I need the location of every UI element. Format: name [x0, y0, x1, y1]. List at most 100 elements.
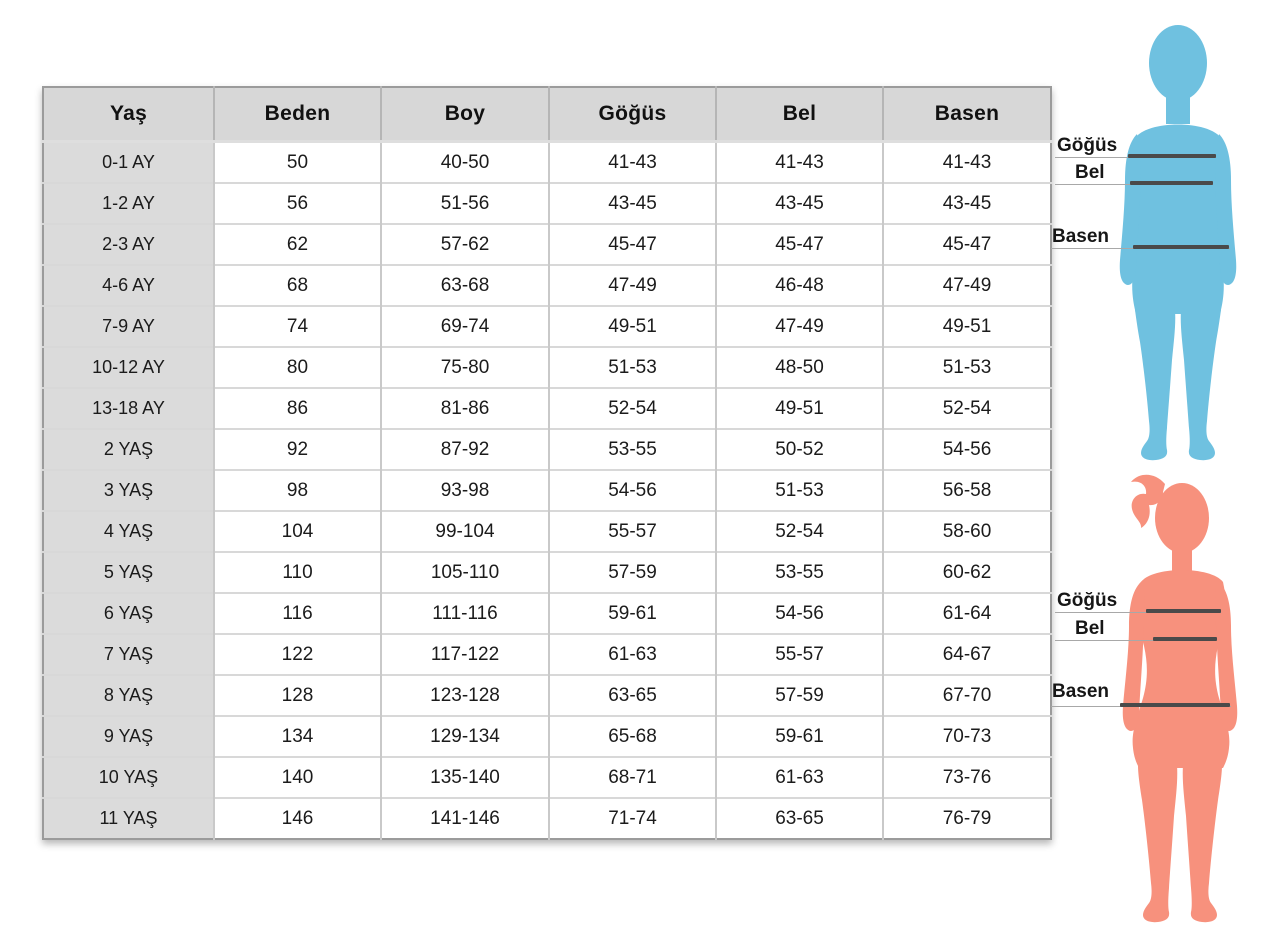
table-row: 7-9 AY 74 69-74 49-51 47-49 49-51: [43, 305, 1051, 347]
age-cell: 10-12 AY: [43, 346, 215, 388]
value-cell: 134: [214, 715, 382, 757]
value-cell: 76-79: [883, 797, 1051, 839]
value-cell: 104: [214, 510, 382, 552]
girl-waist-measure-line: [1153, 637, 1217, 641]
value-cell: 67-70: [883, 674, 1051, 716]
table-row: 5 YAŞ 110 105-110 57-59 53-55 60-62: [43, 551, 1051, 593]
boy-chest-measure-line: [1128, 154, 1216, 158]
age-cell: 6 YAŞ: [43, 592, 215, 634]
value-cell: 86: [214, 387, 382, 429]
value-cell: 56: [214, 182, 382, 224]
girl-hip-measure-line: [1120, 703, 1230, 707]
value-cell: 111-116: [381, 592, 550, 634]
table-row: 10 YAŞ 140 135-140 68-71 61-63 73-76: [43, 756, 1051, 798]
age-cell: 1-2 AY: [43, 182, 215, 224]
age-cell: 7 YAŞ: [43, 633, 215, 675]
value-cell: 50-52: [716, 428, 884, 470]
value-cell: 92: [214, 428, 382, 470]
value-cell: 41-43: [883, 140, 1051, 183]
value-cell: 45-47: [716, 223, 884, 265]
age-cell: 5 YAŞ: [43, 551, 215, 593]
column-header-size: Beden: [214, 87, 382, 143]
girl-hip-label: Basen: [1052, 681, 1110, 702]
table-row: 9 YAŞ 134 129-134 65-68 59-61 70-73: [43, 715, 1051, 757]
age-cell: 11 YAŞ: [43, 797, 215, 839]
value-cell: 54-56: [716, 592, 884, 634]
value-cell: 80: [214, 346, 382, 388]
value-cell: 43-45: [716, 182, 884, 224]
girl-chest-label: Göğüs: [1057, 590, 1118, 611]
value-cell: 110: [214, 551, 382, 593]
boy-hip-label: Basen: [1052, 226, 1110, 247]
girl-chest-guide-line: [1055, 612, 1221, 613]
boy-waist-measure-line: [1130, 181, 1213, 185]
value-cell: 74: [214, 305, 382, 347]
value-cell: 45-47: [883, 223, 1051, 265]
value-cell: 68: [214, 264, 382, 306]
age-cell: 10 YAŞ: [43, 756, 215, 798]
girl-figure-shape: [1122, 474, 1238, 923]
value-cell: 87-92: [381, 428, 550, 470]
column-header-height: Boy: [381, 87, 550, 143]
value-cell: 123-128: [381, 674, 550, 716]
value-cell: 60-62: [883, 551, 1051, 593]
header-row: Yaş Beden Boy Göğüs Bel Basen: [43, 87, 1051, 143]
value-cell: 57-59: [549, 551, 717, 593]
value-cell: 50: [214, 140, 382, 183]
value-cell: 63-65: [549, 674, 717, 716]
girl-waist-guide-line: [1055, 640, 1216, 641]
boy-waist-label: Bel: [1075, 162, 1105, 183]
value-cell: 48-50: [716, 346, 884, 388]
value-cell: 65-68: [549, 715, 717, 757]
value-cell: 47-49: [549, 264, 717, 306]
girl-waist-label: Bel: [1075, 618, 1105, 639]
value-cell: 47-49: [883, 264, 1051, 306]
value-cell: 53-55: [549, 428, 717, 470]
value-cell: 51-53: [883, 346, 1051, 388]
column-header-hip: Basen: [883, 87, 1051, 143]
value-cell: 54-56: [883, 428, 1051, 470]
boy-figure-shape: [1119, 25, 1237, 461]
value-cell: 128: [214, 674, 382, 716]
value-cell: 69-74: [381, 305, 550, 347]
table-row: 13-18 AY 86 81-86 52-54 49-51 52-54: [43, 387, 1051, 429]
value-cell: 140: [214, 756, 382, 798]
value-cell: 63-68: [381, 264, 550, 306]
value-cell: 57-62: [381, 223, 550, 265]
value-cell: 49-51: [549, 305, 717, 347]
table-row: 8 YAŞ 128 123-128 63-65 57-59 67-70: [43, 674, 1051, 716]
value-cell: 98: [214, 469, 382, 511]
table-row: 0-1 AY 50 40-50 41-43 41-43 41-43: [43, 140, 1051, 183]
girl-chest-measure-line: [1146, 609, 1221, 613]
value-cell: 57-59: [716, 674, 884, 716]
value-cell: 62: [214, 223, 382, 265]
table-row: 4-6 AY 68 63-68 47-49 46-48 47-49: [43, 264, 1051, 306]
column-header-chest: Göğüs: [549, 87, 717, 143]
age-cell: 9 YAŞ: [43, 715, 215, 757]
value-cell: 122: [214, 633, 382, 675]
table-row: 6 YAŞ 116 111-116 59-61 54-56 61-64: [43, 592, 1051, 634]
boy-silhouette: [1119, 25, 1237, 461]
value-cell: 59-61: [716, 715, 884, 757]
value-cell: 117-122: [381, 633, 550, 675]
column-header-age: Yaş: [43, 87, 215, 143]
value-cell: 146: [214, 797, 382, 839]
value-cell: 51-53: [716, 469, 884, 511]
age-cell: 4 YAŞ: [43, 510, 215, 552]
value-cell: 52-54: [549, 387, 717, 429]
age-cell: 7-9 AY: [43, 305, 215, 347]
value-cell: 52-54: [716, 510, 884, 552]
value-cell: 68-71: [549, 756, 717, 798]
size-chart-header: Yaş Beden Boy Göğüs Bel Basen: [43, 87, 1051, 143]
value-cell: 73-76: [883, 756, 1051, 798]
value-cell: 52-54: [883, 387, 1051, 429]
value-cell: 99-104: [381, 510, 550, 552]
value-cell: 70-73: [883, 715, 1051, 757]
value-cell: 51-56: [381, 182, 550, 224]
table-row: 2-3 AY 62 57-62 45-47 45-47 45-47: [43, 223, 1051, 265]
size-chart-body: 0-1 AY 50 40-50 41-43 41-43 41-43 1-2 AY 56 51-5…: [43, 140, 1051, 839]
value-cell: 43-45: [883, 182, 1051, 224]
value-cell: 43-45: [549, 182, 717, 224]
value-cell: 41-43: [716, 140, 884, 183]
